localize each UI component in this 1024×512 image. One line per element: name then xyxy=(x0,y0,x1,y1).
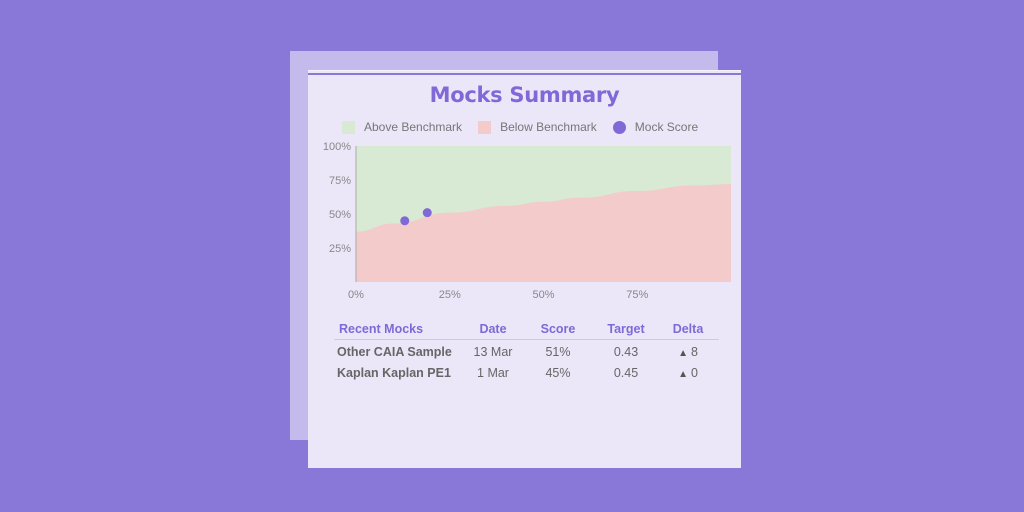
header-delta[interactable]: Delta xyxy=(672,322,704,336)
mock-date: 13 Mar xyxy=(473,344,513,359)
table-row[interactable]: Other CAIA Sample 13 Mar 51% 0.43 ▲ 8 xyxy=(334,341,719,362)
legend-above-benchmark[interactable]: Above Benchmark xyxy=(342,120,462,134)
card-top-accent xyxy=(308,73,741,75)
x-axis: 0% 25% 50% 75% xyxy=(348,289,648,301)
benchmark-chart: 25% 50% 75% 100% 0% 25% 50% 75% xyxy=(323,141,731,301)
recent-mocks-table: Recent Mocks Date Score Target Delta Oth… xyxy=(334,319,719,383)
delta-value: 0 xyxy=(690,365,698,380)
legend-label: Mock Score xyxy=(634,120,699,134)
below-benchmark-area xyxy=(356,184,731,282)
mock-score-point[interactable] xyxy=(422,208,432,218)
mock-date: 1 Mar xyxy=(477,365,509,380)
header-score[interactable]: Score xyxy=(540,322,576,336)
legend-label: Below Benchmark xyxy=(500,120,597,134)
legend-label: Above Benchmark xyxy=(364,120,463,134)
mock-delta: ▲ 0 xyxy=(658,366,718,380)
mock-score: 45% xyxy=(545,365,571,380)
triangle-up-icon: ▲ xyxy=(678,368,688,380)
x-tick-label: 0% xyxy=(348,289,364,301)
triangle-up-icon: ▲ xyxy=(678,347,688,359)
mock-score: 51% xyxy=(545,344,571,359)
chart-legend: Above Benchmark Below Benchmark Mock Sco… xyxy=(342,119,714,135)
mock-name: Kaplan Kaplan PE1 xyxy=(337,365,451,380)
below-benchmark-swatch-icon xyxy=(478,120,492,134)
y-tick-label: 25% xyxy=(329,243,351,255)
header-recent-mocks[interactable]: Recent Mocks xyxy=(339,322,424,336)
mock-name: Other CAIA Sample xyxy=(337,344,452,359)
y-axis: 25% 50% 75% 100% xyxy=(323,141,351,255)
x-tick-label: 25% xyxy=(439,289,461,301)
legend-below-benchmark[interactable]: Below Benchmark xyxy=(478,120,597,134)
y-tick-label: 50% xyxy=(329,209,351,221)
mocks-summary-card: Mocks Summary Above Benchmark Below Benc… xyxy=(308,70,741,468)
header-date[interactable]: Date xyxy=(479,322,507,336)
y-tick-label: 100% xyxy=(323,141,351,153)
table-header: Recent Mocks Date Score Target Delta xyxy=(334,319,719,340)
delta-value: 8 xyxy=(690,344,698,359)
plot-area xyxy=(355,146,731,282)
x-tick-label: 50% xyxy=(532,289,554,301)
y-tick-label: 75% xyxy=(329,175,351,187)
x-tick-label: 75% xyxy=(626,289,648,301)
mock-score-point[interactable] xyxy=(400,216,410,226)
mock-target: 0.45 xyxy=(613,365,639,380)
mock-delta: ▲ 8 xyxy=(658,345,718,359)
table-row[interactable]: Kaplan Kaplan PE1 1 Mar 45% 0.45 ▲ 0 xyxy=(334,362,719,383)
mock-score-dot-icon xyxy=(612,120,626,134)
mock-target: 0.43 xyxy=(613,344,639,359)
legend-mock-score[interactable]: Mock Score xyxy=(612,120,699,134)
header-target[interactable]: Target xyxy=(607,322,645,336)
card-title: Mocks Summary xyxy=(429,83,620,107)
above-benchmark-swatch-icon xyxy=(342,120,355,134)
